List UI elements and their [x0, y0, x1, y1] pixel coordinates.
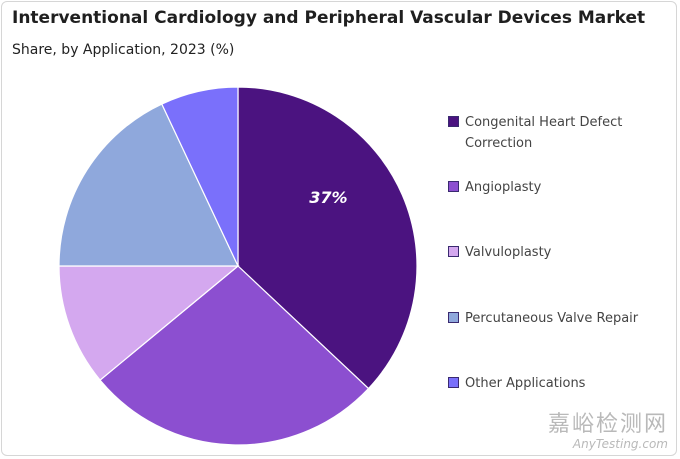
legend-item-angioplasty: Angioplasty	[448, 177, 670, 198]
legend-item-valvuloplasty: Valvuloplasty	[448, 242, 670, 263]
legend-label: Other Applications	[465, 376, 586, 391]
legend-swatch	[448, 377, 459, 388]
chart-subtitle: Share, by Application, 2023 (%)	[12, 42, 235, 58]
legend-item-percutaneous-valve-repair: Percutaneous Valve Repair	[448, 308, 670, 329]
pie-slice-angioplasty	[99, 265, 370, 446]
legend-swatch	[448, 181, 459, 192]
chart-title: Interventional Cardiology and Peripheral…	[12, 8, 646, 28]
legend-swatch	[448, 116, 459, 127]
legend-item-other-applications: Other Applications	[448, 373, 670, 394]
watermark-cn: 嘉峪检测网	[547, 412, 668, 437]
watermark: 嘉峪检测网 AnyTesting.com	[547, 412, 668, 452]
pie-slice-congenital-heart-defect-correction	[237, 86, 418, 390]
pie-slice-other-applications	[160, 86, 239, 267]
legend-swatch	[448, 246, 459, 257]
legend-label: Valvuloplasty	[465, 245, 552, 260]
legend-item-congenital-heart-defect-correction: Congenital Heart Defect Correction	[448, 112, 670, 154]
legend-swatch	[448, 312, 459, 323]
watermark-en: AnyTesting.com	[572, 437, 668, 451]
legend-label: Angioplasty	[465, 180, 542, 195]
pie-slice-percutaneous-valve-repair	[58, 103, 239, 267]
pie-slice-valvuloplasty	[58, 265, 240, 381]
legend-label: Percutaneous Valve Repair	[465, 311, 639, 326]
legend-label: Congenital Heart Defect Correction	[465, 115, 623, 151]
data-label: 37%	[309, 188, 347, 207]
